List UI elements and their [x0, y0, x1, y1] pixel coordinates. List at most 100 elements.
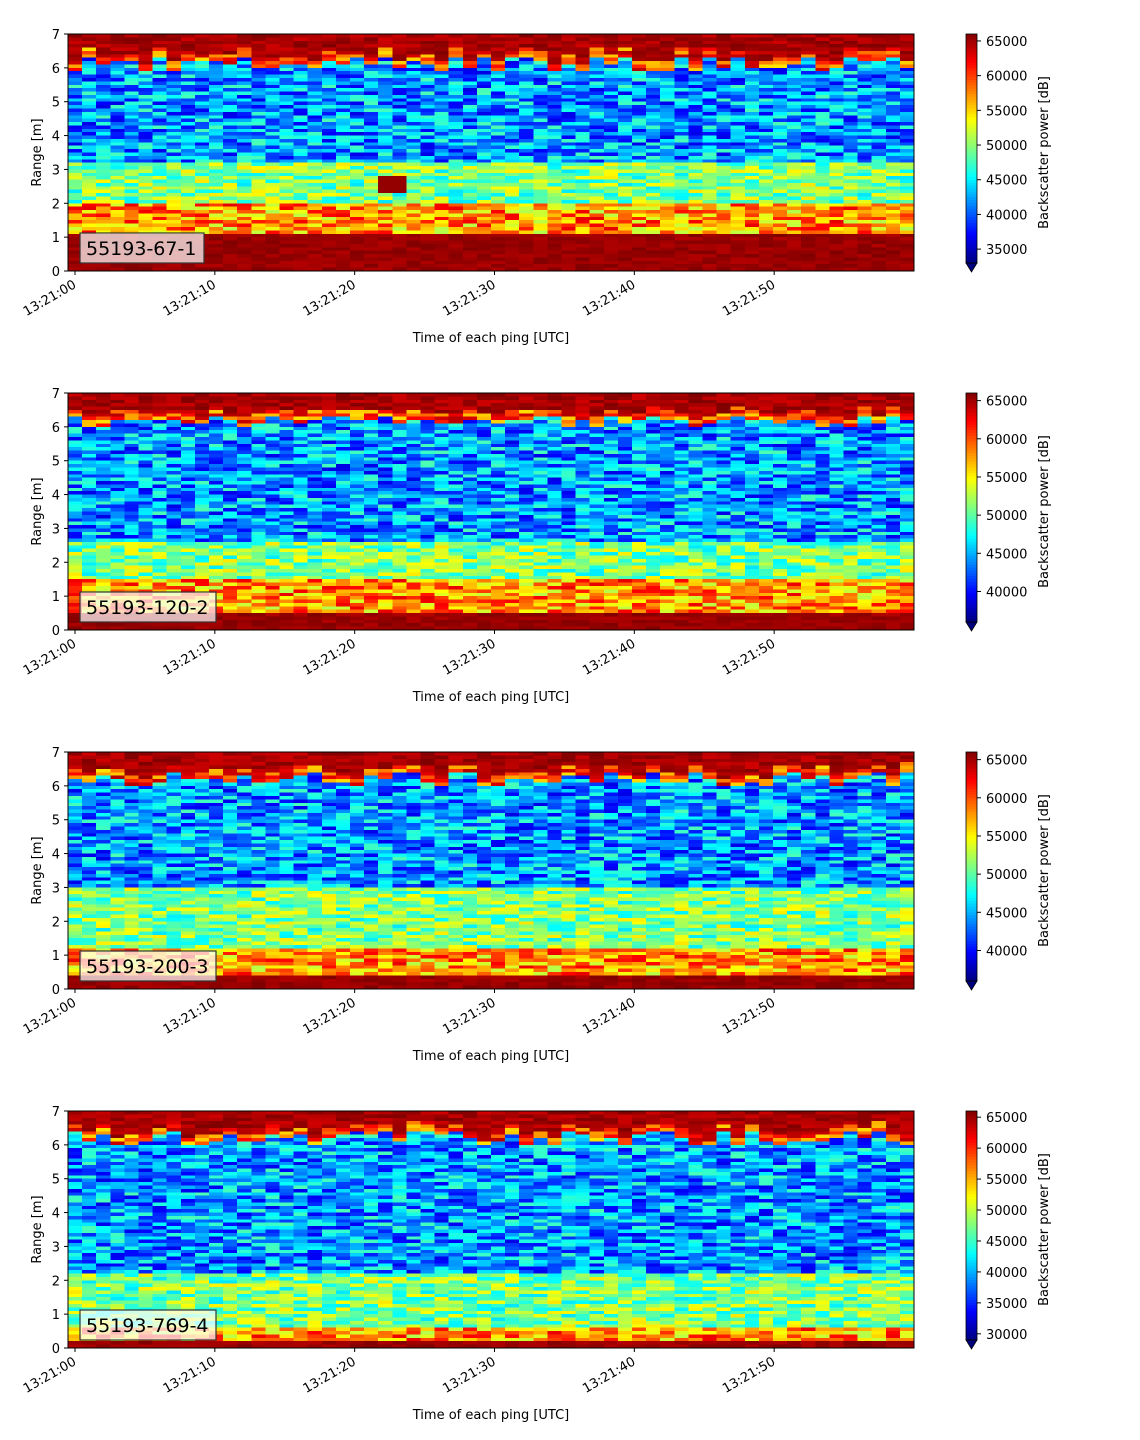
y-tick-label: 0 [52, 983, 60, 998]
y-tick-label: 1 [52, 231, 60, 246]
colorbar-extend-arrow [966, 1340, 977, 1349]
x-tick-label: 13:21:20 [301, 636, 359, 678]
y-axis-label: Range [m] [30, 836, 45, 904]
y-tick-label: 2 [52, 1274, 60, 1289]
colorbar-label: Backscatter power [dB] [1037, 794, 1052, 947]
colorbar-tick-label: 45000 [986, 174, 1027, 189]
y-tick-label: 3 [52, 522, 60, 537]
y-tick-label: 2 [52, 197, 60, 212]
colorbar-tick-label: 45000 [986, 1235, 1027, 1250]
x-tick-label: 13:21:00 [21, 995, 79, 1037]
colorbar-extend-arrow [966, 263, 977, 272]
x-tick-label: 13:21:10 [161, 995, 219, 1037]
panel-label: 55193-200-3 [86, 956, 209, 978]
x-axis-label: Time of each ping [UTC] [412, 1408, 570, 1423]
x-tick-label: 13:21:40 [580, 277, 638, 319]
x-axis-label: Time of each ping [UTC] [412, 690, 570, 705]
y-tick-label: 7 [52, 746, 60, 761]
y-tick-label: 5 [52, 1173, 60, 1188]
colorbar-tick-label: 55000 [986, 104, 1027, 119]
x-tick-label: 13:21:50 [720, 995, 778, 1037]
x-tick-label: 13:21:10 [161, 1354, 219, 1396]
x-axis-label: Time of each ping [UTC] [412, 1049, 570, 1064]
colorbar-extend-arrow [966, 981, 977, 990]
colorbar-tick-label: 50000 [986, 1204, 1027, 1219]
x-tick-label: 13:21:40 [580, 636, 638, 678]
y-tick-label: 7 [52, 1105, 60, 1120]
x-tick-label: 13:21:40 [580, 1354, 638, 1396]
x-tick-label: 13:21:30 [440, 636, 498, 678]
colorbar: 400004500050000550006000065000Backscatte… [966, 393, 1052, 631]
y-tick-label: 6 [52, 1139, 60, 1154]
y-tick-label: 0 [52, 265, 60, 280]
colorbar-label: Backscatter power [dB] [1037, 1153, 1052, 1306]
y-tick-label: 5 [52, 814, 60, 829]
colorbar-extend-arrow [966, 622, 977, 631]
colorbar-tick-label: 60000 [986, 433, 1027, 448]
colorbar-tick-label: 60000 [986, 792, 1027, 807]
colorbar-tick-label: 40000 [986, 944, 1027, 959]
y-tick-label: 4 [52, 848, 60, 863]
colorbar-tick-label: 40000 [986, 208, 1027, 223]
x-tick-label: 13:21:20 [301, 995, 359, 1037]
colorbar-tick-label: 65000 [986, 754, 1027, 769]
x-tick-label: 13:21:30 [440, 1354, 498, 1396]
y-tick-label: 4 [52, 130, 60, 145]
y-tick-label: 0 [52, 624, 60, 639]
colorbar-tick-label: 40000 [986, 1266, 1027, 1281]
x-tick-label: 13:21:30 [440, 277, 498, 319]
x-tick-label: 13:21:50 [720, 636, 778, 678]
colorbar-tick-label: 60000 [986, 70, 1027, 85]
colorbar: 3000035000400004500050000550006000065000… [966, 1111, 1052, 1349]
y-tick-label: 3 [52, 163, 60, 178]
x-tick-label: 13:21:50 [720, 277, 778, 319]
y-axis-label: Range [m] [30, 118, 45, 186]
colorbar-tick-label: 45000 [986, 906, 1027, 921]
y-tick-label: 4 [52, 1207, 60, 1222]
x-tick-label: 13:21:40 [580, 995, 638, 1037]
panel-label: 55193-67-1 [86, 238, 196, 260]
y-tick-label: 2 [52, 915, 60, 930]
x-tick-label: 13:21:00 [21, 1354, 79, 1396]
colorbar-tick-label: 60000 [986, 1142, 1027, 1157]
y-tick-label: 5 [52, 96, 60, 111]
y-tick-label: 5 [52, 455, 60, 470]
colorbar-tick-label: 55000 [986, 471, 1027, 486]
colorbar-tick-label: 50000 [986, 139, 1027, 154]
colorbar-tick-label: 65000 [986, 35, 1027, 50]
y-tick-label: 6 [52, 62, 60, 77]
x-tick-label: 13:21:00 [21, 277, 79, 319]
x-tick-label: 13:21:50 [720, 1354, 778, 1396]
y-tick-label: 3 [52, 1240, 60, 1255]
colorbar-tick-label: 55000 [986, 830, 1027, 845]
x-tick-label: 13:21:30 [440, 995, 498, 1037]
colorbar-tick-label: 40000 [986, 585, 1027, 600]
colorbar-label: Backscatter power [dB] [1037, 76, 1052, 229]
colorbar: 35000 40000 45000 50000 55000 60000 65000 Backs… [966, 34, 1052, 272]
colorbar-tick-label: 30000 [986, 1328, 1027, 1343]
colorbar-tick-label: 65000 [986, 1111, 1027, 1126]
y-tick-label: 3 [52, 881, 60, 896]
y-tick-label: 6 [52, 421, 60, 436]
x-tick-label: 13:21:00 [21, 636, 79, 678]
x-axis-label: Time of each ping [UTC] [412, 331, 570, 346]
colorbar-tick-label: 50000 [986, 868, 1027, 883]
colorbar-tick-label: 35000 [986, 243, 1027, 258]
y-tick-label: 7 [52, 28, 60, 43]
colorbar-tick-label: 65000 [986, 395, 1027, 410]
y-tick-label: 1 [52, 590, 60, 605]
y-tick-label: 0 [52, 1342, 60, 1357]
x-tick-label: 13:21:20 [301, 1354, 359, 1396]
colorbar-tick-label: 45000 [986, 547, 1027, 562]
y-tick-label: 2 [52, 556, 60, 571]
y-tick-label: 7 [52, 387, 60, 402]
panel-label: 55193-769-4 [86, 1315, 209, 1337]
y-tick-label: 1 [52, 949, 60, 964]
colorbar-label: Backscatter power [dB] [1037, 435, 1052, 588]
y-tick-label: 4 [52, 489, 60, 504]
